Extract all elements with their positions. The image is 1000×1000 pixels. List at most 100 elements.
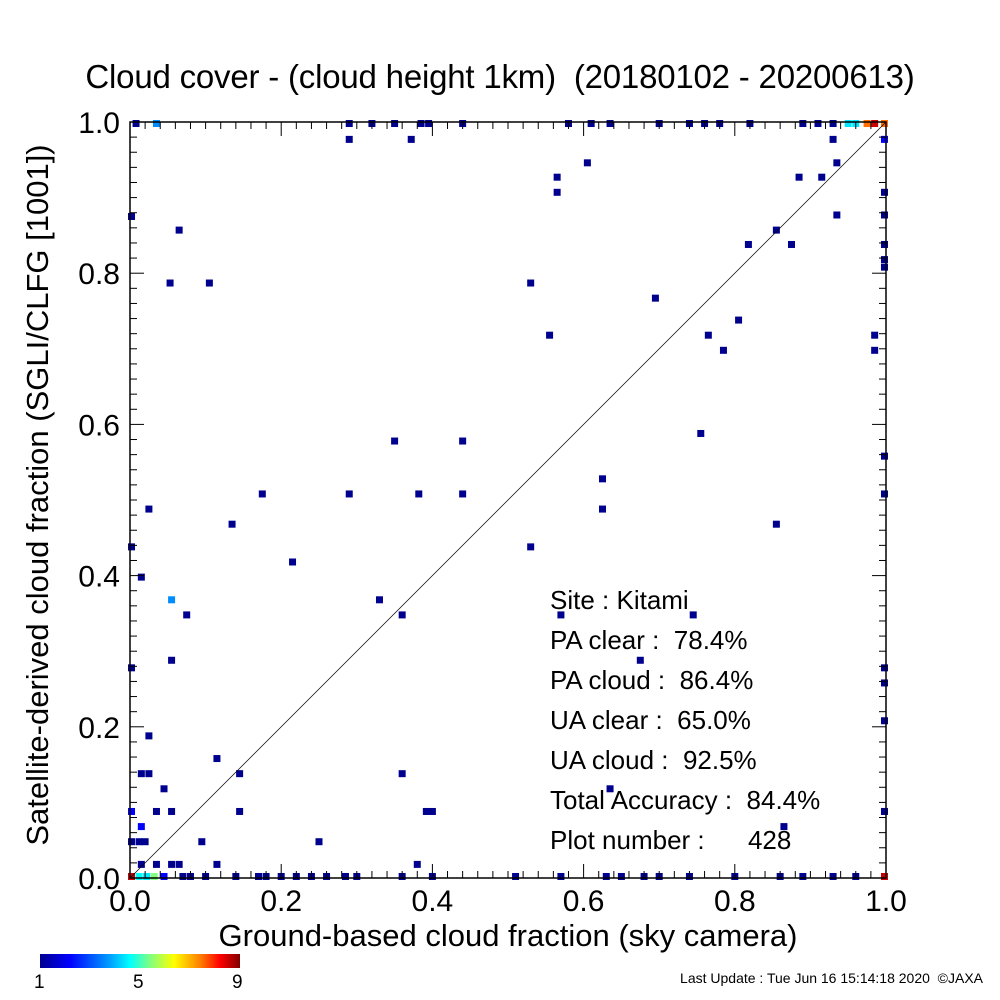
x-tick-label: 0.4 — [412, 885, 454, 918]
heatmap-cell — [143, 872, 151, 880]
heatmap-cell — [814, 120, 822, 128]
heatmap-cell — [788, 240, 795, 248]
heatmap-cell — [617, 872, 625, 880]
heatmap-cell — [417, 120, 425, 128]
heatmap-cell — [829, 872, 837, 880]
heatmap-cell — [137, 860, 145, 868]
heatmap-cell — [780, 823, 788, 831]
heatmap-cell — [213, 860, 221, 868]
heatmap-cell — [166, 279, 174, 287]
heatmap-cell — [425, 120, 433, 128]
one-to-one-line — [129, 121, 887, 879]
heatmap-cell — [833, 211, 841, 219]
y-tick-label: 0.8 — [78, 258, 120, 291]
heatmap-cell — [128, 807, 136, 815]
y-tick-label: 1.0 — [78, 107, 120, 140]
heatmap-cell — [413, 860, 421, 868]
heatmap-cell — [697, 429, 705, 437]
statistics-box: Site : Kitami PA clear : 78.4% PA cloud … — [550, 580, 820, 860]
heatmap-cell — [527, 279, 535, 287]
heatmap-cell — [258, 490, 266, 498]
heatmap-cell — [168, 656, 176, 664]
colorbar-min-label: 1 — [34, 972, 45, 993]
heatmap-cell — [553, 188, 561, 196]
ua-clear-stat: UA clear : 65.0% — [550, 705, 751, 735]
heatmap-cell — [880, 490, 888, 498]
axis-tick-labels: 0.0 0.2 0.4 0.6 0.8 1.0 0.0 0.2 0.4 0.6 0.8 1.0 — [78, 107, 907, 918]
heatmap-cell — [880, 664, 888, 672]
heatmap-cell — [880, 263, 888, 271]
heatmap-cell — [829, 120, 837, 128]
y-tick-label: 0.0 — [78, 863, 120, 896]
plot-number-stat: Plot number : 428 — [550, 825, 792, 855]
heatmap-cell — [833, 159, 841, 167]
heatmap-cell — [135, 872, 143, 880]
chart-title: Cloud cover - (cloud height 1km) (201801… — [85, 58, 915, 95]
colorbar-mid-label: 5 — [133, 972, 144, 993]
heatmap-cell — [128, 213, 136, 220]
heatmap-cell — [799, 872, 807, 880]
heatmap-cell — [829, 135, 837, 143]
heatmap-cell — [341, 872, 349, 880]
heatmap-cell — [141, 838, 149, 846]
heatmap-cell — [415, 490, 423, 498]
heatmap-cell — [135, 838, 143, 846]
heatmap-cell — [772, 226, 780, 234]
heatmap-cell — [704, 331, 712, 339]
heatmap-cell — [137, 823, 145, 831]
heatmap-cell — [150, 872, 158, 880]
heatmap-cell — [557, 611, 565, 619]
heatmap-cell — [880, 452, 888, 460]
heatmap-cell — [880, 211, 888, 219]
heatmap-cell — [459, 437, 467, 445]
heatmap-cell — [880, 872, 888, 880]
heatmap-cell — [183, 611, 191, 619]
heatmap-cell — [422, 807, 430, 815]
heatmap-cell — [137, 573, 145, 581]
heatmap-cell — [599, 505, 606, 513]
x-tick-label: 0.0 — [109, 885, 151, 918]
heatmap-cell — [880, 807, 888, 815]
last-update-footer: Last Update : Tue Jun 16 15:14:18 2020 ©… — [680, 970, 983, 986]
heatmap-cell — [255, 872, 263, 880]
heatmap-cell — [152, 860, 160, 868]
heatmap-cell — [391, 120, 399, 128]
x-tick-label: 0.6 — [563, 885, 605, 918]
heatmap-cell — [152, 120, 160, 128]
heatmap-cell — [375, 596, 383, 604]
heatmap-cell — [345, 490, 353, 498]
heatmap-cell — [880, 240, 888, 248]
heatmap-cell — [398, 611, 406, 619]
heatmap-cell — [772, 520, 780, 528]
heatmap-cell — [137, 770, 145, 778]
x-tick-label: 0.8 — [714, 885, 756, 918]
heatmap-cell — [880, 717, 888, 725]
x-axis-label: Ground-based cloud fraction (sky camera) — [218, 918, 798, 953]
heatmap-cell — [689, 611, 697, 619]
y-tick-label: 0.4 — [78, 561, 120, 594]
heatmap-cell — [391, 437, 399, 445]
x-tick-label: 1.0 — [865, 885, 907, 918]
heatmap-cell — [735, 316, 743, 324]
heatmap-cell — [557, 872, 565, 880]
pa-cloud-stat: PA cloud : 86.4% — [550, 665, 754, 695]
colorbar — [40, 954, 240, 968]
y-axis-label: Satellite-derived cloud fraction (SGLI/C… — [20, 144, 55, 846]
heatmap-cell — [407, 135, 415, 143]
heatmap-cell — [198, 838, 206, 846]
heatmap-cell — [871, 346, 879, 354]
heatmap-cell — [795, 173, 803, 181]
heatmap-cell — [160, 785, 168, 793]
heatmap-cell — [844, 120, 852, 128]
heatmap-cell — [880, 135, 888, 143]
heatmap-cell — [236, 770, 244, 778]
heatmap-cell — [145, 732, 153, 740]
heatmap-cell — [880, 679, 888, 687]
heatmap-cell — [818, 173, 826, 181]
total-accuracy-stat: Total Accuracy : 84.4% — [550, 785, 821, 815]
heatmap-cell — [128, 838, 136, 846]
y-tick-label: 0.2 — [78, 712, 120, 745]
heatmap-cell — [599, 475, 606, 483]
heatmap-cell — [168, 596, 176, 604]
